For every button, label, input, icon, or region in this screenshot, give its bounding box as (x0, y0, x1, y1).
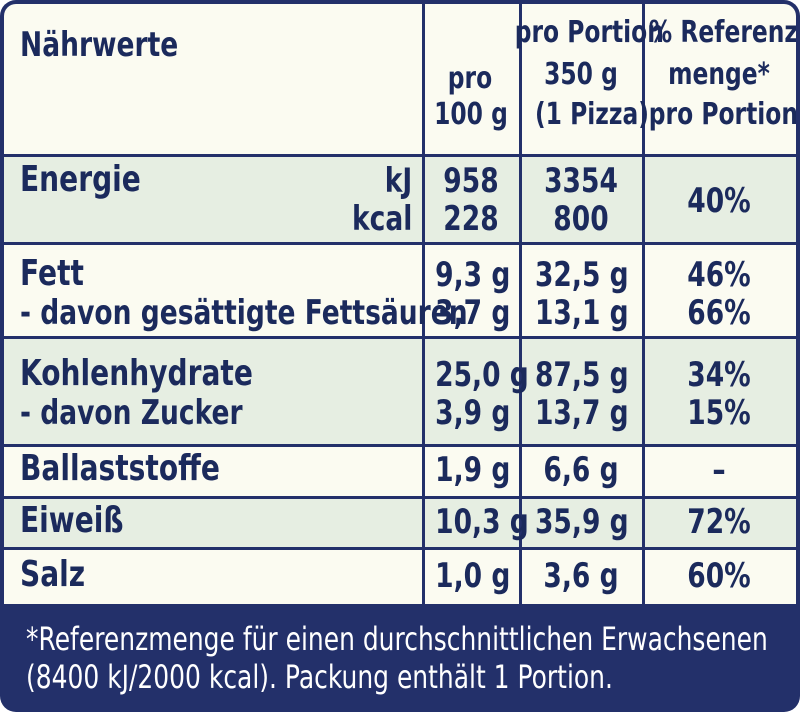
footnote-line-2: (8400 kJ/2000 kcal). Packung enthält 1 P… (26, 658, 613, 696)
footnote: *Referenzmenge für einen durchschnittlic… (26, 620, 775, 696)
label-fett-sub: - davon gesättigte Fettsäuren (20, 293, 468, 333)
kohlenhydrate-sub-portion: 13,7 g (534, 393, 629, 433)
row-band-energie (4, 155, 796, 243)
col-divider-2 (519, 4, 522, 604)
kohlenhydrate-sub-ref: 15% (687, 393, 751, 433)
col-portion-line1: pro Portion (514, 15, 664, 50)
rule-kohlenhydrate (4, 444, 796, 447)
col-ref-line1: % Referenz- (648, 15, 796, 50)
label-kohlenhydrate: Kohlenhydrate (20, 353, 253, 394)
col-100g-line2: 100 g (434, 97, 508, 132)
row-band-eiweiss (4, 498, 796, 548)
salz-per100: 1,0 g (435, 556, 511, 596)
fett-sub-per100: 3,7 g (435, 293, 511, 333)
fett-sub-ref: 66% (687, 293, 751, 333)
energie-per100-kj: 958 (443, 161, 499, 201)
fett-sub-portion: 13,1 g (534, 293, 629, 333)
kohlenhydrate-per100: 25,0 g (435, 355, 529, 395)
eiweiss-ref: 72% (687, 502, 751, 542)
kohlenhydrate-portion: 87,5 g (534, 355, 629, 395)
col-portion-line2: 350 g (544, 57, 618, 92)
col-divider-1 (422, 4, 425, 604)
salz-portion: 3,6 g (543, 556, 619, 596)
col-divider-3 (642, 4, 645, 604)
ballaststoffe-ref: – (712, 450, 726, 490)
col-ref-line2: menge* (668, 57, 770, 92)
kohlenhydrate-sub-per100: 3,9 g (435, 393, 511, 433)
label-fett: Fett (20, 253, 84, 294)
fett-portion: 32,5 g (534, 255, 629, 295)
footnote-line-1: *Referenzmenge für einen durchschnittlic… (26, 620, 768, 658)
unit-kcal: kcal (351, 199, 412, 239)
energie-portion-kj: 3354 (544, 161, 618, 201)
rule-header (4, 154, 796, 157)
col-100g-line1: pro (447, 61, 493, 96)
col-portion-line3: (1 Pizza) (534, 97, 650, 132)
kohlenhydrate-ref: 34% (687, 355, 751, 395)
label-ballaststoffe: Ballaststoffe (20, 448, 220, 489)
nutrition-table: Nährwerte pro 100 g pro Portion 350 g (1… (4, 4, 796, 604)
rule-fett (4, 336, 796, 339)
fett-per100: 9,3 g (435, 255, 511, 295)
row-band-kohlenhydrate (4, 338, 796, 445)
rule-eiweiss (4, 547, 796, 550)
unit-kj: kJ (384, 161, 412, 201)
ballaststoffe-per100: 1,9 g (435, 450, 511, 490)
ballaststoffe-portion: 6,6 g (543, 450, 619, 490)
energie-per100-kcal: 228 (443, 199, 499, 239)
rule-energie (4, 242, 796, 245)
energie-portion-kcal: 800 (553, 199, 609, 239)
eiweiss-portion: 35,9 g (534, 502, 629, 542)
col-ref-line3: pro Portion (648, 97, 796, 132)
fett-ref: 46% (687, 255, 751, 295)
label-energie: Energie (20, 159, 141, 200)
rule-ballaststoffe (4, 496, 796, 499)
salz-ref: 60% (687, 556, 751, 596)
energie-ref: 40% (687, 181, 751, 221)
label-salz: Salz (20, 554, 86, 595)
label-eiweiss: Eiweiß (20, 500, 124, 541)
table-title: Nährwerte (20, 25, 179, 65)
eiweiss-per100: 10,3 g (435, 502, 529, 542)
label-kohlenhydrate-sub: - davon Zucker (20, 393, 243, 433)
